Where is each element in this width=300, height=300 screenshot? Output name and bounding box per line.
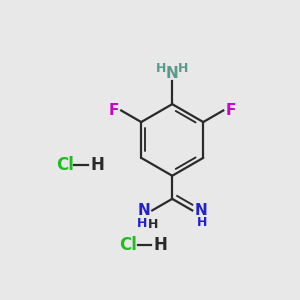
Text: H: H — [148, 218, 159, 231]
Text: H: H — [178, 61, 188, 75]
Text: H: H — [154, 236, 168, 254]
Text: F: F — [226, 103, 236, 118]
Text: H: H — [156, 61, 166, 75]
Text: N: N — [166, 66, 178, 81]
Text: F: F — [109, 103, 119, 118]
Text: N: N — [137, 203, 150, 218]
Text: H: H — [197, 216, 207, 229]
Text: Cl: Cl — [119, 236, 137, 254]
Text: H: H — [137, 217, 148, 230]
Text: H: H — [90, 156, 104, 174]
Text: Cl: Cl — [56, 156, 74, 174]
Text: N: N — [194, 203, 207, 218]
